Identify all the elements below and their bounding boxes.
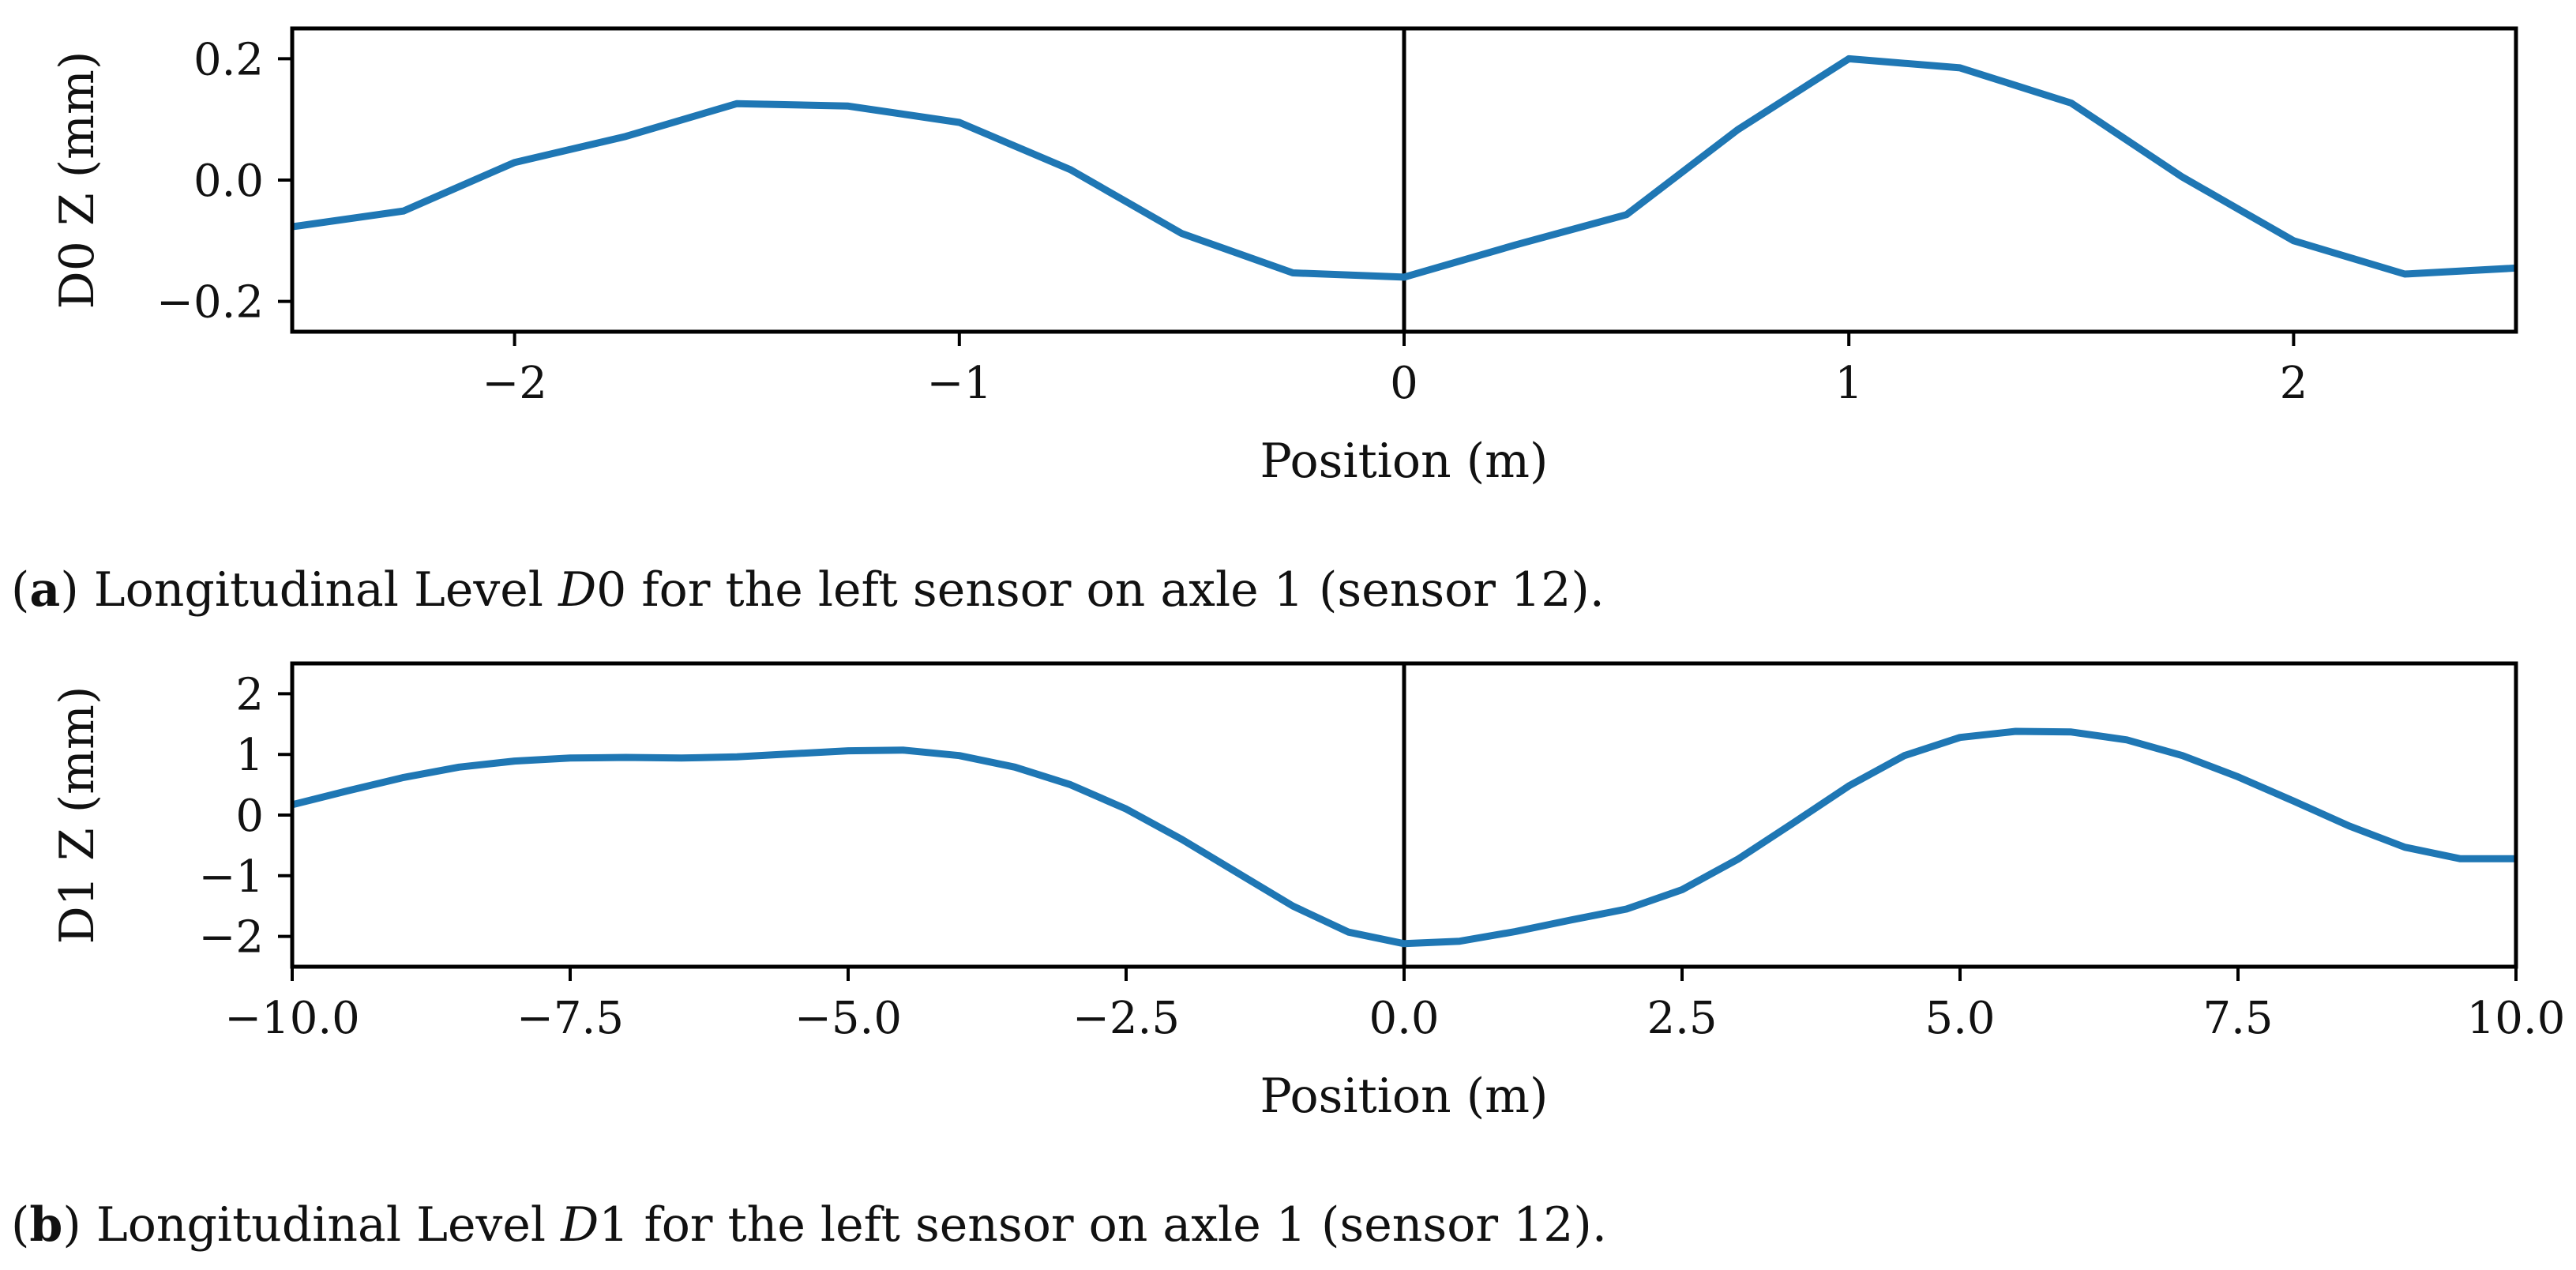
caption-b: (b) Longitudinal Level D1 for the left s…: [11, 1197, 1607, 1253]
caption-b-text-2: 1 for the left sensor on axle 1 (sensor …: [599, 1197, 1607, 1253]
caption-a-tag: a: [29, 562, 61, 618]
caption-a-text-1: Longitudinal Level: [93, 562, 559, 618]
caption-b-text-italic: D: [561, 1197, 599, 1253]
x-tick-label: 2: [2280, 358, 2308, 409]
x-tick-label: 7.5: [2202, 993, 2273, 1044]
x-axis-label: Position (m): [1260, 1069, 1549, 1124]
x-tick-label: 0: [1390, 358, 1418, 409]
chart-d1: −10.0 −7.5 −5.0 −2.5 0.0 2.5 5.0 7.5 10.0 −2 −1 0 1 2…: [50, 661, 2566, 1124]
y-tick-label: 0.0: [193, 156, 264, 207]
x-tick-label: 10.0: [2467, 993, 2566, 1044]
x-tick-label: 1: [1834, 358, 1863, 409]
x-tick-label: −7.5: [516, 993, 624, 1044]
y-tick-label: 0.2: [193, 34, 264, 85]
subfigure-b: −10.0 −7.5 −5.0 −2.5 0.0 2.5 5.0 7.5 10.0 −2 −1 0 1 2…: [0, 635, 2576, 1270]
y-axis-label: D0 Z (mm): [50, 51, 105, 310]
x-axis-label: Position (m): [1260, 434, 1549, 489]
caption-b-tag: b: [29, 1197, 63, 1253]
x-tick-label: 0.0: [1369, 993, 1439, 1044]
x-tick-label: −10.0: [224, 993, 360, 1044]
chart-d0: −2 −1 0 1 2 −0.2 0.0 0.2 Position (m) D0 Z (mm): [50, 26, 2518, 489]
y-tick-label: 0: [235, 791, 264, 842]
subfigure-a: −2 −1 0 1 2 −0.2 0.0 0.2 Position (m) D0 Z (mm) (…: [11, 26, 2518, 618]
caption-a: (a) Longitudinal Level D0 for the left s…: [11, 562, 1605, 618]
caption-a-text-2: 0 for the left sensor on axle 1 (sensor …: [596, 562, 1605, 618]
y-tick-label: −0.2: [156, 277, 264, 329]
y-tick-label: −2: [198, 912, 264, 964]
x-tick-label: 2.5: [1647, 993, 1717, 1044]
y-axis-label: D1 Z (mm): [50, 686, 105, 945]
caption-a-text-italic: D: [558, 562, 597, 618]
x-tick-label: −2.5: [1072, 993, 1180, 1044]
x-tick-label: −5.0: [794, 993, 902, 1044]
series-line-0: [292, 727, 2516, 948]
y-tick-label: 1: [235, 730, 264, 781]
y-tick-label: −1: [198, 851, 264, 903]
x-tick-label: 5.0: [1924, 993, 1995, 1044]
x-tick-label: −2: [482, 358, 547, 409]
y-tick-label: 2: [235, 669, 264, 720]
caption-b-text-1: Longitudinal Level: [96, 1197, 561, 1253]
series-line-0: [292, 54, 2516, 281]
x-tick-label: −1: [927, 358, 993, 409]
